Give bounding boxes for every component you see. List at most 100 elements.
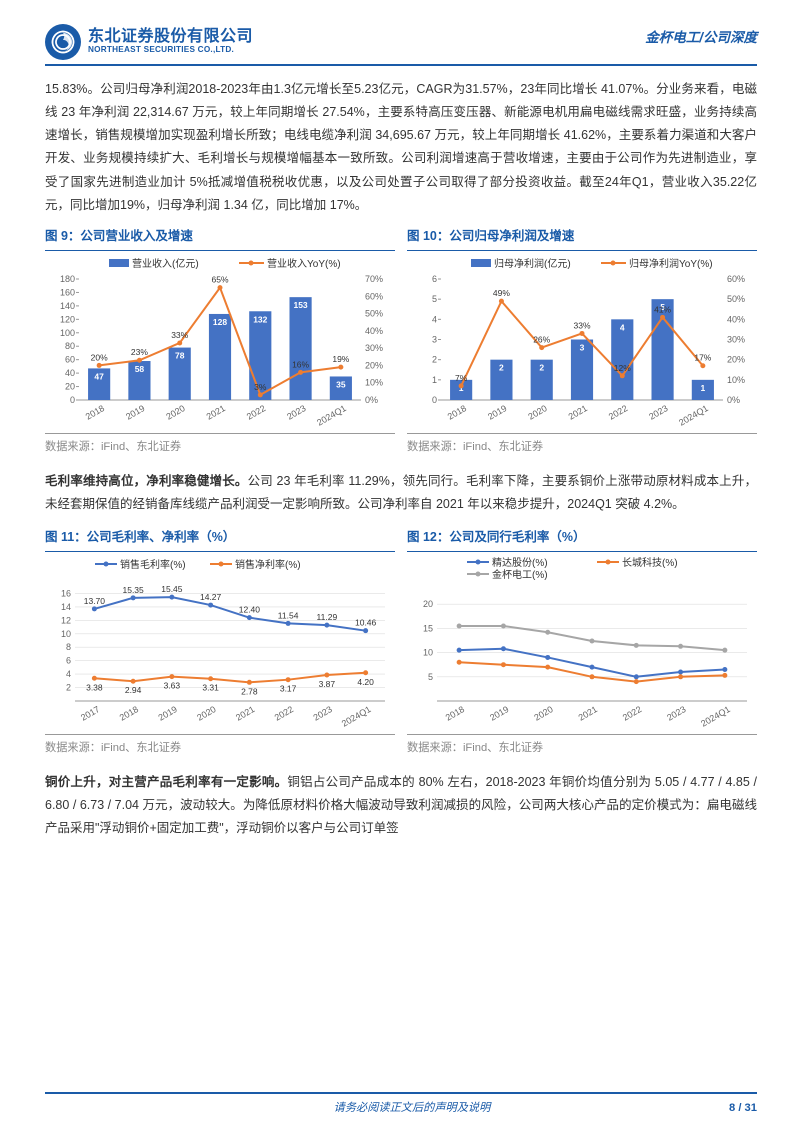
svg-text:2018: 2018: [446, 403, 468, 422]
page-number: 8 / 31: [729, 1098, 757, 1119]
chart11-source: 数据来源：iFind、东北证券: [45, 734, 395, 759]
svg-text:2024Q1: 2024Q1: [677, 403, 710, 428]
svg-text:2018: 2018: [118, 704, 140, 723]
svg-text:20: 20: [65, 381, 75, 391]
svg-text:40: 40: [65, 368, 75, 378]
svg-text:10%: 10%: [727, 375, 745, 385]
svg-text:33%: 33%: [573, 320, 590, 330]
svg-text:2: 2: [66, 683, 71, 693]
svg-text:15.45: 15.45: [161, 584, 183, 594]
svg-text:2022: 2022: [621, 704, 643, 723]
paragraph-1: 15.83%。公司归母净利润2018-2023年由1.3亿元增长至5.23亿元，…: [45, 78, 757, 217]
chart11-title: 图 11：公司毛利率、净利率（%）: [45, 526, 395, 552]
svg-text:10%: 10%: [365, 378, 383, 388]
svg-text:23%: 23%: [131, 347, 148, 357]
svg-text:2022: 2022: [607, 403, 629, 422]
svg-text:3%: 3%: [254, 382, 267, 392]
svg-text:3.63: 3.63: [164, 681, 181, 691]
svg-text:销售毛利率(%): 销售毛利率(%): [120, 558, 186, 571]
svg-text:0%: 0%: [727, 395, 740, 405]
logo-icon: [45, 24, 81, 60]
svg-text:4.20: 4.20: [357, 677, 374, 687]
svg-text:41%: 41%: [654, 304, 671, 314]
svg-text:20%: 20%: [365, 360, 383, 370]
svg-text:153: 153: [293, 300, 307, 310]
svg-text:2021: 2021: [234, 704, 256, 723]
svg-text:60%: 60%: [727, 274, 745, 284]
svg-text:78: 78: [175, 350, 185, 360]
svg-text:14: 14: [61, 602, 71, 612]
svg-text:2021: 2021: [205, 403, 227, 422]
svg-text:4: 4: [620, 322, 625, 332]
header: 东北证券股份有限公司 NORTHEAST SECURITIES CO.,LTD.…: [45, 24, 757, 60]
svg-text:15: 15: [423, 623, 433, 633]
chart9-source: 数据来源：iFind、东北证券: [45, 433, 395, 458]
svg-text:16: 16: [61, 588, 71, 598]
svg-text:10: 10: [423, 648, 433, 658]
company-name-zh: 东北证券股份有限公司: [88, 29, 253, 46]
svg-text:2019: 2019: [157, 704, 179, 723]
svg-text:金杯电工(%): 金杯电工(%): [492, 568, 548, 581]
chart10-title: 图 10：公司归母净利润及增速: [407, 225, 757, 251]
svg-text:40%: 40%: [727, 314, 745, 324]
svg-text:2.94: 2.94: [125, 685, 142, 695]
svg-text:2021: 2021: [567, 403, 589, 422]
svg-text:30%: 30%: [727, 334, 745, 344]
svg-text:3.87: 3.87: [319, 679, 336, 689]
svg-text:归母净利润YoY(%): 归母净利润YoY(%): [629, 257, 713, 270]
svg-text:35: 35: [336, 379, 346, 389]
chart10-source: 数据来源：iFind、东北证券: [407, 433, 757, 458]
svg-text:47: 47: [94, 371, 104, 381]
svg-text:2020: 2020: [164, 403, 186, 422]
svg-text:营业收入(亿元): 营业收入(亿元): [132, 257, 199, 270]
svg-text:2024Q1: 2024Q1: [699, 704, 732, 729]
svg-text:销售净利率(%): 销售净利率(%): [235, 558, 301, 571]
svg-text:2019: 2019: [486, 403, 508, 422]
svg-text:2023: 2023: [285, 403, 307, 422]
svg-text:120: 120: [60, 314, 75, 324]
svg-text:80: 80: [65, 341, 75, 351]
svg-text:3.17: 3.17: [280, 684, 297, 694]
svg-text:40%: 40%: [365, 326, 383, 336]
svg-text:128: 128: [213, 317, 227, 327]
svg-text:20%: 20%: [727, 355, 745, 365]
svg-text:2: 2: [432, 355, 437, 365]
svg-text:12: 12: [61, 615, 71, 625]
svg-text:营业收入YoY(%): 营业收入YoY(%): [267, 257, 341, 270]
svg-text:2019: 2019: [124, 403, 146, 422]
svg-text:8: 8: [66, 642, 71, 652]
svg-text:14.27: 14.27: [200, 592, 222, 602]
svg-text:49%: 49%: [493, 288, 510, 298]
svg-text:1: 1: [432, 375, 437, 385]
svg-text:0: 0: [432, 395, 437, 405]
chart12-title: 图 12：公司及同行毛利率（%）: [407, 526, 757, 552]
svg-text:180: 180: [60, 274, 75, 284]
svg-text:1: 1: [700, 383, 705, 393]
svg-text:10.46: 10.46: [355, 618, 377, 628]
footer-divider: [45, 1092, 757, 1094]
svg-text:2023: 2023: [312, 704, 334, 723]
svg-text:2020: 2020: [532, 704, 554, 723]
svg-text:20%: 20%: [91, 352, 108, 362]
svg-text:6: 6: [66, 656, 71, 666]
svg-text:4: 4: [432, 314, 437, 324]
svg-text:60: 60: [65, 355, 75, 365]
chart11: 销售毛利率(%)销售净利率(%)246810121416201720182019…: [45, 556, 395, 731]
paragraph-2: 毛利率维持高位，净利率稳健增长。公司 23 年毛利率 11.29%，领先同行。毛…: [45, 470, 757, 516]
svg-text:10: 10: [61, 629, 71, 639]
svg-text:13.70: 13.70: [84, 596, 106, 606]
svg-text:70%: 70%: [365, 274, 383, 284]
footer-disclaimer: 请务必阅读正文后的声明及说明: [95, 1098, 729, 1119]
svg-text:归母净利润(亿元): 归母净利润(亿元): [494, 257, 571, 270]
svg-text:5: 5: [428, 672, 433, 682]
svg-text:132: 132: [253, 314, 267, 324]
svg-text:26%: 26%: [533, 334, 550, 344]
svg-text:3.31: 3.31: [202, 683, 219, 693]
paragraph-3: 铜价上升，对主营产品毛利率有一定影响。铜铝占公司产品成本的 80% 左右，201…: [45, 771, 757, 840]
svg-text:2018: 2018: [444, 704, 466, 723]
svg-text:65%: 65%: [211, 275, 228, 285]
svg-text:20: 20: [423, 599, 433, 609]
svg-text:60%: 60%: [365, 291, 383, 301]
svg-text:15.35: 15.35: [122, 585, 144, 595]
svg-text:3: 3: [580, 342, 585, 352]
